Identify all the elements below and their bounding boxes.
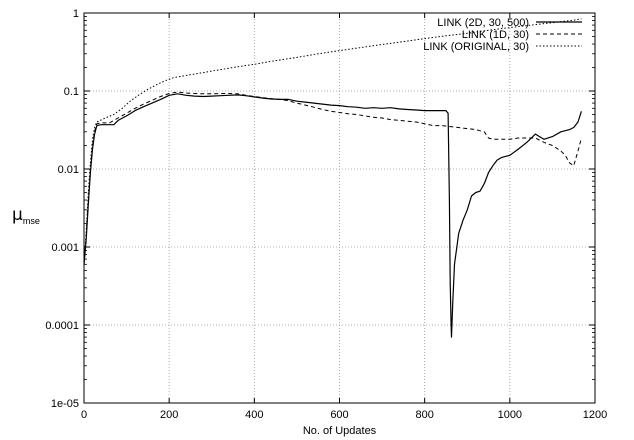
y-tick-label: 0.0001	[45, 320, 79, 332]
y-tick-label: 0.001	[51, 242, 79, 254]
y-axis-label-subscript: mse	[23, 216, 40, 226]
legend-label-2: LINK (1D, 30)	[462, 29, 529, 41]
x-tick-label: 600	[330, 409, 348, 421]
x-tick-label: 200	[160, 409, 178, 421]
y-axis-label-main: μ	[12, 205, 23, 225]
series-line-2	[83, 91, 582, 265]
series-lines	[83, 18, 582, 338]
y-tick-label: 0.1	[64, 86, 79, 98]
grid-lines	[84, 13, 595, 403]
y-axis-label: μmse	[12, 205, 40, 226]
x-tick-label: 800	[415, 409, 433, 421]
legend: LINK (2D, 30, 500)LINK (1D, 30)LINK (ORI…	[423, 17, 582, 53]
x-axis-label: No. of Updates	[303, 425, 377, 437]
y-tick-label: 1e-05	[51, 398, 79, 410]
y-tick-label: 0.01	[58, 164, 79, 176]
series-line-1	[83, 93, 582, 338]
x-tick-label: 400	[245, 409, 263, 421]
x-tick-label: 1000	[498, 409, 522, 421]
axis-ticks: 0 200 400 600 800 1000 1200 1e-05 0.0001 0.001 0.0…	[45, 8, 607, 421]
y-tick-label: 1	[73, 8, 79, 20]
legend-label-1: LINK (2D, 30, 500)	[437, 17, 529, 29]
x-tick-label: 1200	[583, 409, 607, 421]
x-tick-label: 0	[81, 409, 87, 421]
legend-label-3: LINK (ORIGINAL, 30)	[423, 41, 529, 53]
series-line-3	[83, 18, 582, 265]
